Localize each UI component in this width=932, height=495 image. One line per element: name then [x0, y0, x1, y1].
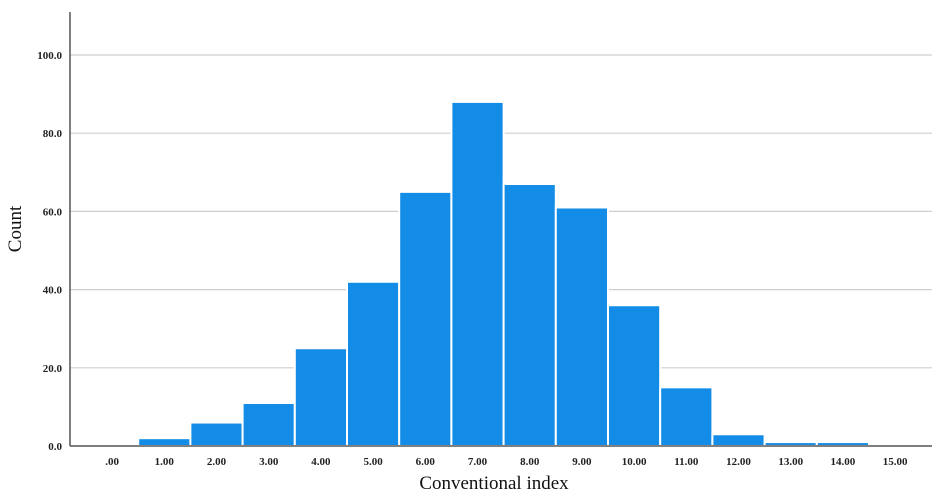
- histogram-bar: [243, 403, 295, 446]
- x-tick-label: 2.00: [207, 456, 227, 468]
- histogram-bar: [451, 102, 503, 446]
- x-tick-label: 10.00: [622, 456, 647, 468]
- histogram-bar: [295, 348, 347, 446]
- x-tick-label: 13.00: [778, 456, 803, 468]
- histogram-bar: [190, 423, 242, 446]
- x-tick-label: 12.00: [726, 456, 751, 468]
- x-tick-label: 15.00: [883, 456, 908, 468]
- x-tick-label: 1.00: [155, 456, 175, 468]
- y-tick-label: 40.0: [43, 285, 63, 297]
- x-tick-label: 7.00: [468, 456, 488, 468]
- y-tick-labels: 0.0 20.0 40.0 60.0 80.0 100.0: [37, 50, 62, 453]
- bars-layer: [138, 102, 869, 446]
- histogram-bar: [399, 192, 451, 446]
- x-tick-label: 14.00: [831, 456, 856, 468]
- histogram-bar: [608, 305, 660, 446]
- histogram-bar: [712, 434, 764, 446]
- x-tick-label: 6.00: [416, 456, 436, 468]
- x-tick-label: 4.00: [311, 456, 331, 468]
- histogram-bar: [660, 387, 712, 446]
- y-tick-label: 100.0: [37, 50, 62, 62]
- x-tick-labels: .00 1.00 2.00 3.00 4.00 5.00 6.00 7.00 8.00 9.00 1…: [105, 456, 908, 468]
- histogram-bar: [504, 184, 556, 446]
- y-tick-label: 20.0: [43, 363, 63, 375]
- y-tick-label: 60.0: [43, 206, 63, 218]
- x-tick-label: .00: [105, 456, 119, 468]
- y-axis-title: Count: [5, 205, 26, 252]
- x-tick-label: 9.00: [572, 456, 592, 468]
- histogram-bar: [347, 282, 399, 446]
- x-tick-label: 5.00: [363, 456, 383, 468]
- x-axis-title: Conventional index: [419, 473, 569, 494]
- y-tick-label: 0.0: [48, 441, 62, 453]
- x-tick-label: 3.00: [259, 456, 279, 468]
- histogram-bar: [138, 438, 190, 446]
- x-tick-label: 11.00: [674, 456, 699, 468]
- histogram-bar: [556, 207, 608, 446]
- x-tick-label: 8.00: [520, 456, 540, 468]
- y-tick-label: 80.0: [43, 128, 63, 140]
